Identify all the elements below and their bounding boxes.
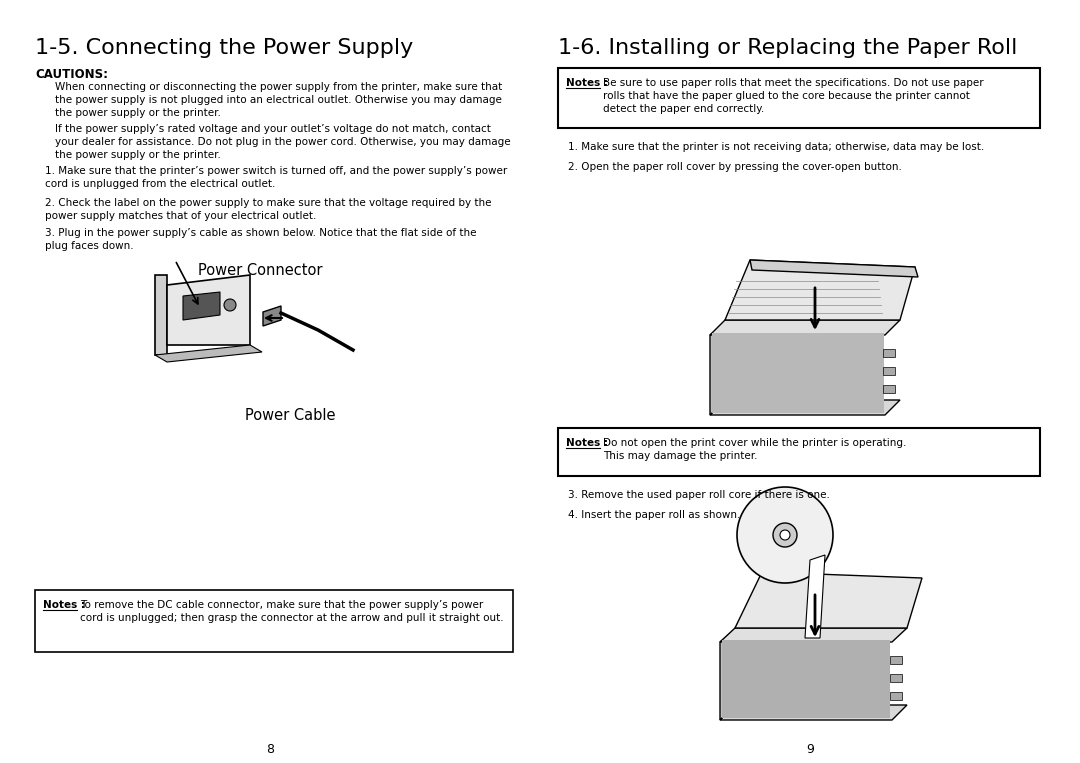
Circle shape [737, 487, 833, 583]
Bar [883, 349, 895, 357]
Polygon shape [710, 400, 900, 415]
Polygon shape [720, 630, 735, 720]
Polygon shape [712, 333, 885, 413]
Text: 2. Check the label on the power supply to make sure that the voltage required by: 2. Check the label on the power supply t… [45, 198, 491, 221]
Text: When connecting or disconnecting the power supply from the printer, make sure th: When connecting or disconnecting the pow… [55, 82, 502, 118]
Text: 1-5. Connecting the Power Supply: 1-5. Connecting the Power Supply [35, 38, 414, 58]
Text: Notes :: Notes : [566, 78, 608, 88]
Text: Notes :: Notes : [566, 438, 608, 448]
Polygon shape [710, 323, 725, 415]
Polygon shape [720, 628, 907, 642]
Polygon shape [720, 705, 907, 720]
Text: 4. Insert the paper roll as shown.: 4. Insert the paper roll as shown. [568, 510, 741, 520]
Text: Power Connector: Power Connector [198, 263, 322, 278]
Text: Notes :: Notes : [43, 600, 85, 610]
FancyBboxPatch shape [558, 68, 1040, 128]
Text: If the power supply’s rated voltage and your outlet’s voltage do not match, cont: If the power supply’s rated voltage and … [55, 124, 511, 160]
Polygon shape [156, 275, 167, 355]
Text: 1. Make sure that the printer is not receiving data; otherwise, data may be lost: 1. Make sure that the printer is not rec… [568, 142, 984, 152]
Text: 9: 9 [806, 743, 814, 756]
Polygon shape [264, 306, 281, 326]
FancyBboxPatch shape [558, 428, 1040, 476]
Bar [890, 674, 902, 682]
Text: 1-6. Installing or Replacing the Paper Roll: 1-6. Installing or Replacing the Paper R… [558, 38, 1017, 58]
Polygon shape [735, 572, 922, 628]
Text: Be sure to use paper rolls that meet the specifications. Do not use paper
rolls : Be sure to use paper rolls that meet the… [603, 78, 984, 114]
Circle shape [224, 299, 237, 311]
Text: To remove the DC cable connector, make sure that the power supply’s power
cord i: To remove the DC cable connector, make s… [80, 600, 503, 623]
Polygon shape [725, 260, 915, 320]
Bar [883, 385, 895, 393]
Bar [890, 656, 902, 664]
Polygon shape [750, 260, 918, 277]
Text: 8: 8 [266, 743, 274, 756]
Polygon shape [805, 555, 825, 638]
Polygon shape [183, 292, 220, 320]
Text: Do not open the print cover while the printer is operating.
This may damage the : Do not open the print cover while the pr… [603, 438, 906, 461]
Bar [890, 692, 902, 700]
Text: 3. Plug in the power supply’s cable as shown below. Notice that the flat side of: 3. Plug in the power supply’s cable as s… [45, 228, 476, 251]
FancyBboxPatch shape [35, 590, 513, 652]
Polygon shape [167, 275, 249, 345]
Text: CAUTIONS:: CAUTIONS: [35, 68, 108, 81]
Circle shape [780, 530, 789, 540]
Polygon shape [723, 640, 890, 718]
Text: Power Cable: Power Cable [245, 408, 335, 423]
Polygon shape [710, 320, 900, 335]
Bar [883, 367, 895, 375]
Polygon shape [156, 345, 262, 362]
Text: 1. Make sure that the printer’s power switch is turned off, and the power supply: 1. Make sure that the printer’s power sw… [45, 166, 508, 189]
Text: 3. Remove the used paper roll core if there is one.: 3. Remove the used paper roll core if th… [568, 490, 829, 500]
Text: 2. Open the paper roll cover by pressing the cover-open button.: 2. Open the paper roll cover by pressing… [568, 162, 902, 172]
Circle shape [773, 523, 797, 547]
